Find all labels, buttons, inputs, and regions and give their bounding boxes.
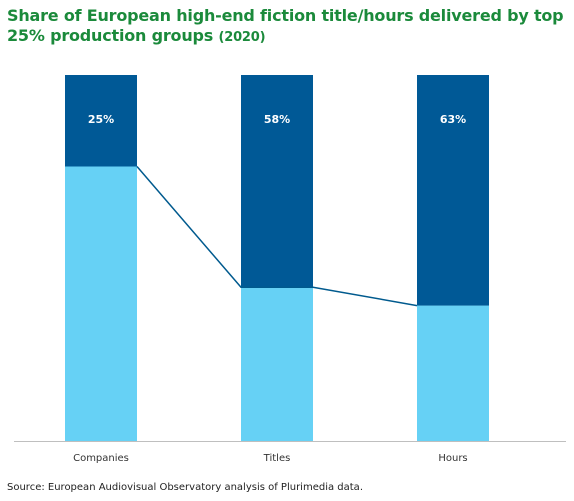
source-note: Source: European Audiovisual Observatory… [7, 482, 363, 493]
bar-rest-hours [417, 305, 489, 441]
bar-top-share-companies [65, 75, 137, 167]
x-tick-label-titles: Titles [263, 453, 291, 464]
x-tick-label-companies: Companies [73, 453, 129, 464]
bar-rest-companies [65, 166, 137, 441]
data-label-hours: 63% [440, 113, 466, 126]
bar-top-share-titles [241, 75, 313, 288]
data-label-companies: 25% [88, 113, 114, 126]
bar-top-share-hours [417, 75, 489, 306]
connector-line [136, 166, 418, 307]
chart-title-main: Share of European high-end fiction title… [7, 6, 564, 45]
chart-title: Share of European high-end fiction title… [7, 6, 567, 48]
x-tick-label-hours: Hours [438, 453, 467, 464]
chart-title-year: (2020) [218, 30, 266, 45]
data-label-titles: 58% [264, 113, 290, 126]
bar-rest-titles [241, 287, 313, 441]
